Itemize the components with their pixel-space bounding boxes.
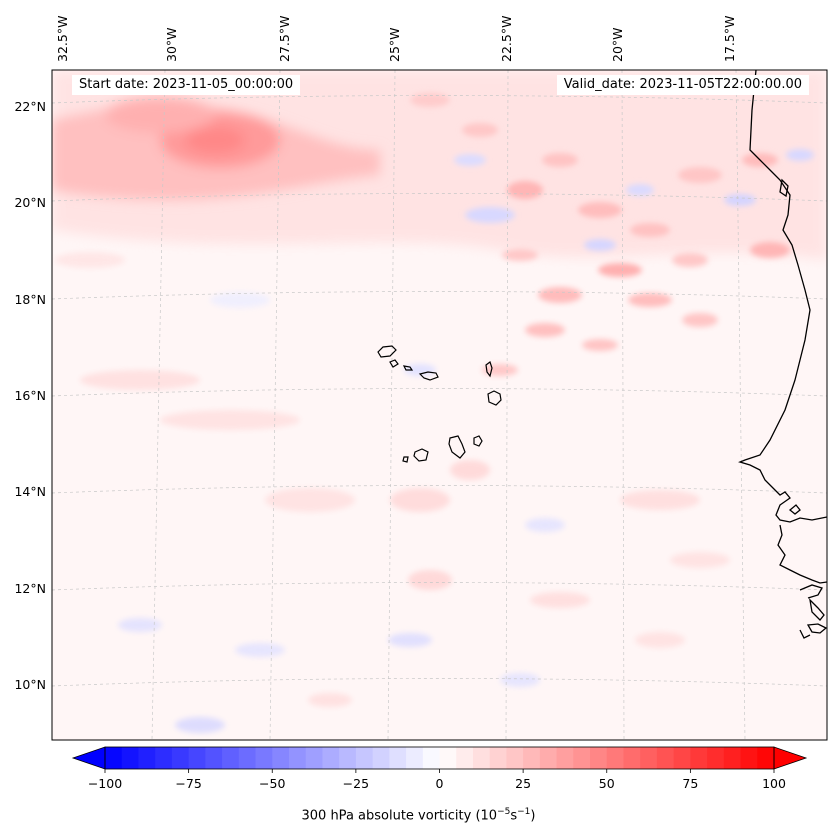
- colorbar-tick-label: −100: [88, 776, 122, 791]
- lat-label: 10°N: [14, 677, 46, 692]
- lon-label: 20°W: [610, 27, 625, 62]
- colorbar-segment: [339, 747, 357, 769]
- colorbar-tick-label: −75: [175, 776, 201, 791]
- colorbar-segment: [673, 747, 691, 769]
- colorbar-segment: [155, 747, 173, 769]
- colorbar-segment: [138, 747, 156, 769]
- colorbar-segment: [740, 747, 758, 769]
- lat-label: 20°N: [14, 195, 46, 210]
- colorbar-tick-label: 0: [436, 776, 444, 791]
- lat-label: 18°N: [14, 292, 46, 307]
- colorbar-segment: [573, 747, 591, 769]
- colorbar-segment: [372, 747, 390, 769]
- colorbar-segment: [539, 747, 558, 769]
- lat-label: 12°N: [14, 581, 46, 596]
- colorbar-tick-label: 50: [599, 776, 615, 791]
- colorbar-segment: [590, 747, 608, 769]
- colorbar-segment: [623, 747, 641, 769]
- colorbar-segment: [690, 747, 708, 769]
- graticule: [52, 70, 827, 740]
- colorbar-segment: [523, 747, 541, 769]
- start-date-label: Start date: 2023-11-05_00:00:00: [72, 75, 301, 95]
- colorbar-segment: [288, 747, 307, 769]
- lat-label: 16°N: [14, 388, 46, 403]
- lat-label: 22°N: [14, 99, 46, 114]
- colorbar-segment: [205, 747, 223, 769]
- vorticity-field: [52, 70, 827, 740]
- lat-label: 14°N: [14, 484, 46, 499]
- valid-date-label: Valid_date: 2023-11-05T22:00:00.00: [556, 75, 809, 95]
- colorbar: −100 −75 −50 −25 0 25 50 75 100: [71, 746, 808, 791]
- lon-label: 22.5°W: [499, 16, 514, 62]
- colorbar-tick-label: 75: [682, 776, 698, 791]
- latitude-labels: 22°N 20°N 18°N 16°N 14°N 12°N 10°N: [14, 99, 46, 692]
- colorbar-tick-label: −50: [259, 776, 285, 791]
- colorbar-segment: [506, 747, 524, 769]
- vorticity-blobs: [404, 93, 814, 376]
- colorbar-segment: [305, 747, 324, 769]
- lon-label: 17.5°W: [722, 16, 737, 62]
- colorbar-segment: [322, 747, 340, 769]
- colorbar-segment: [188, 747, 206, 769]
- colorbar-segment: [723, 747, 742, 769]
- colorbar-tick-label: −25: [343, 776, 369, 791]
- longitude-labels: 32.5°W 30°W 27.5°W 25°W 22.5°W 20°W 17.5…: [55, 16, 737, 62]
- colorbar-segment: [422, 747, 441, 769]
- colorbar-segment: [707, 747, 725, 769]
- colorbar-tick-label: 25: [515, 776, 531, 791]
- colorbar-segment: [472, 747, 491, 769]
- colorbar-extend-min: [71, 746, 106, 770]
- lon-label: 25°W: [387, 27, 402, 62]
- colorbar-segment: [105, 747, 123, 769]
- colorbar-segment: [171, 747, 190, 769]
- colorbar-segment: [456, 747, 474, 769]
- lon-label: 27.5°W: [277, 16, 292, 62]
- map-frame: [51, 69, 828, 741]
- colorbar-segment: [757, 747, 775, 769]
- colorbar-segment: [439, 747, 457, 769]
- colorbar-tick-label: 100: [762, 776, 786, 791]
- colorbar-segment: [238, 747, 257, 769]
- colorbar-segment: [389, 747, 407, 769]
- colorbar-segment: [355, 747, 374, 769]
- colorbar-label: 300 hPa absolute vorticity (10−5s−1): [301, 807, 536, 824]
- cape-verde-islands: [377, 345, 502, 463]
- colorbar-segment: [406, 747, 424, 769]
- colorbar-segment: [272, 747, 290, 769]
- colorbar-segment: [556, 747, 574, 769]
- colorbar-segment: [489, 747, 508, 769]
- lon-label: 30°W: [164, 27, 179, 62]
- colorbar-segment: [606, 747, 625, 769]
- colorbar-segment: [222, 747, 240, 769]
- colorbar-segment: [121, 747, 140, 769]
- colorbar-extend-max: [773, 746, 808, 770]
- colorbar-segment: [255, 747, 273, 769]
- coastline: [738, 70, 827, 639]
- colorbar-segment: [656, 747, 675, 769]
- colorbar-segment: [640, 747, 658, 769]
- lon-label: 32.5°W: [55, 16, 70, 62]
